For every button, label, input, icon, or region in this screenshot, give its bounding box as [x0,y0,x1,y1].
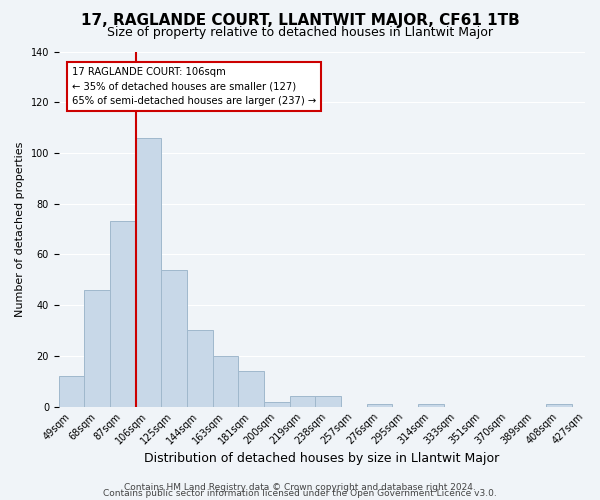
Bar [316,396,341,406]
Bar [547,404,572,406]
Bar [187,330,213,406]
Text: Size of property relative to detached houses in Llantwit Major: Size of property relative to detached ho… [107,26,493,39]
Bar [213,356,238,406]
Text: 17 RAGLANDE COURT: 106sqm
← 35% of detached houses are smaller (127)
65% of semi: 17 RAGLANDE COURT: 106sqm ← 35% of detac… [71,66,316,106]
Text: Contains public sector information licensed under the Open Government Licence v3: Contains public sector information licen… [103,490,497,498]
Bar [59,376,85,406]
Y-axis label: Number of detached properties: Number of detached properties [15,142,25,316]
Bar [367,404,392,406]
Bar [161,270,187,406]
Bar [85,290,110,406]
Bar [136,138,161,406]
Bar [418,404,444,406]
Bar [290,396,316,406]
X-axis label: Distribution of detached houses by size in Llantwit Major: Distribution of detached houses by size … [144,452,500,465]
Bar [264,402,290,406]
Text: 17, RAGLANDE COURT, LLANTWIT MAJOR, CF61 1TB: 17, RAGLANDE COURT, LLANTWIT MAJOR, CF61… [80,12,520,28]
Bar [110,222,136,406]
Bar [238,371,264,406]
Text: Contains HM Land Registry data © Crown copyright and database right 2024.: Contains HM Land Registry data © Crown c… [124,484,476,492]
